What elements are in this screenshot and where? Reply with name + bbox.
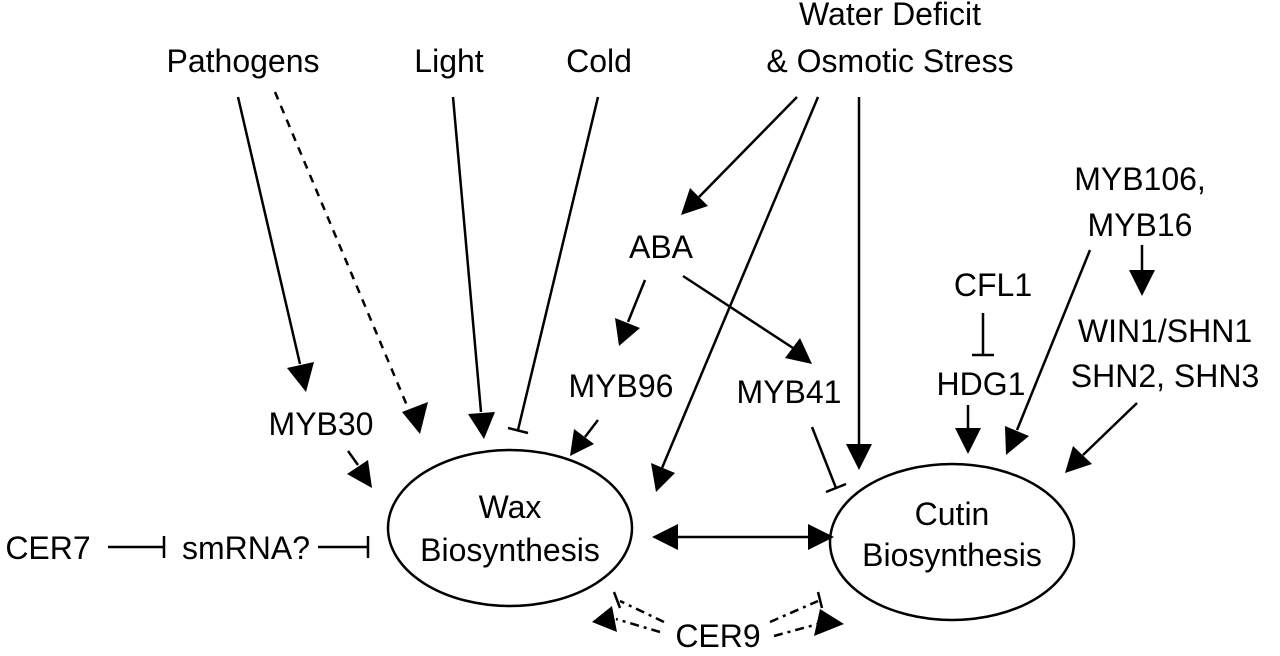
arrowhead-myb96-wax <box>570 429 594 456</box>
edge-aba-myb96 <box>626 279 647 323</box>
arrowhead-wax-cutin-left <box>652 524 678 550</box>
label-myb106-line2: MYB16 <box>1088 207 1193 243</box>
arrowhead-water-wax <box>651 463 675 492</box>
label-pathogens: Pathogens <box>166 43 319 79</box>
edge-pathogens-myb30 <box>236 96 302 365</box>
arrowhead-cer9-cutin <box>814 609 844 636</box>
edge-cer9-wax-activation <box>615 617 661 634</box>
edge-myb106-cutin <box>1015 249 1092 431</box>
arrowhead-water-cutin <box>846 444 872 470</box>
bar-myb41-cutin <box>825 482 847 494</box>
label-myb30: MYB30 <box>269 406 374 442</box>
arrowhead-myb106-cutin <box>1005 426 1029 455</box>
label-hdg1: HDG1 <box>937 366 1026 402</box>
label-win1-line2: SHN2, SHN3 <box>1071 358 1260 394</box>
arrowhead-cer9-wax <box>592 606 617 632</box>
bar-cold-wax <box>507 426 529 435</box>
edge-myb96-wax <box>584 419 599 438</box>
label-cutin-line1: Cutin <box>915 496 990 532</box>
label-light: Light <box>414 43 484 79</box>
arrowhead-myb30-wax <box>347 460 372 488</box>
edge-cer9-cutin-inhibition <box>769 599 819 624</box>
arrowhead-pathogens-myb30 <box>287 362 314 392</box>
label-myb41: MYB41 <box>737 374 842 410</box>
edge-aba-myb41 <box>682 274 794 350</box>
label-wax-line2: Biosynthesis <box>420 532 600 568</box>
label-cfl1: CFL1 <box>954 267 1032 303</box>
label-myb96: MYB96 <box>569 368 674 404</box>
arrowhead-myb106-win1 <box>1129 270 1155 296</box>
arrowhead-aba-myb96 <box>615 318 640 346</box>
label-aba: ABA <box>629 229 694 265</box>
arrowhead-light-wax <box>468 412 495 439</box>
arrowhead-aba-myb41 <box>785 338 812 364</box>
cutin-biosynthesis-ellipse <box>828 462 1076 622</box>
arrowhead-hdg1-cutin <box>955 428 981 454</box>
label-cold: Cold <box>566 43 632 79</box>
edge-myb41-cutin <box>810 426 838 489</box>
arrowhead-win1-cutin <box>1065 446 1092 473</box>
arrowhead-pathogens-wax <box>402 402 428 434</box>
label-wax-line1: Wax <box>479 489 542 525</box>
label-water-deficit-line2: & Osmotic Stress <box>766 43 1013 79</box>
label-cer7: CER7 <box>5 530 90 566</box>
bar-cer9-wax <box>612 591 622 609</box>
label-win1-line1: WIN1/SHN1 <box>1078 313 1252 349</box>
edge-cer9-wax-inhibition <box>619 599 665 624</box>
edge-cer9-cutin-activation <box>773 622 819 638</box>
edge-win1-cutin <box>1082 402 1138 456</box>
bar-cer9-cutin <box>816 591 824 609</box>
edge-light-wax <box>451 96 483 413</box>
edge-myb30-wax <box>346 450 360 466</box>
edge-water-aba <box>698 96 798 198</box>
label-cer9: CER9 <box>675 618 760 654</box>
label-cutin-line2: Biosynthesis <box>862 537 1042 573</box>
label-myb106-line1: MYB106, <box>1074 161 1206 197</box>
wax-biosynthesis-ellipse <box>386 448 634 608</box>
edge-cold-wax <box>516 96 600 431</box>
arrowhead-water-aba <box>681 188 708 215</box>
edge-pathogens-wax-dashed <box>273 91 410 409</box>
edge-water-wax <box>660 96 820 469</box>
label-water-deficit-line1: Water Deficit <box>799 0 981 32</box>
label-smrna: smRNA? <box>182 530 310 566</box>
arrowhead-wax-cutin-right <box>808 524 834 550</box>
